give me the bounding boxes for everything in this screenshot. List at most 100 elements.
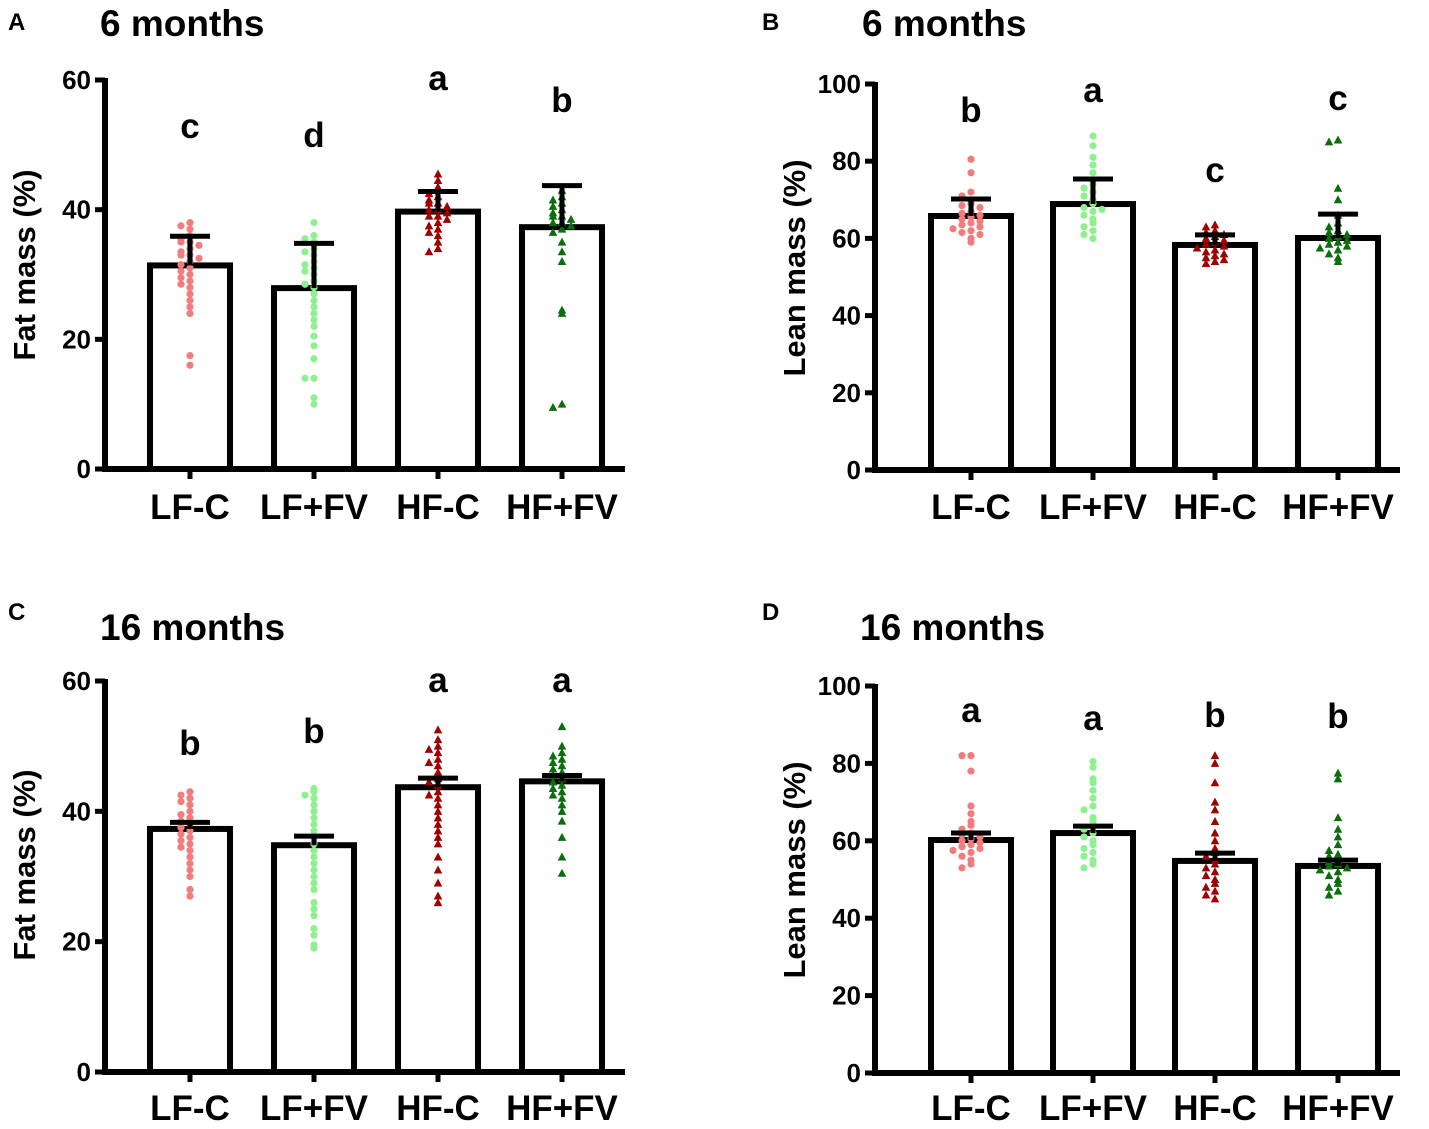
data-point [424,247,434,256]
data-point [1342,235,1352,244]
data-point [310,872,318,881]
data-point [433,826,443,835]
data-point [548,757,558,766]
data-point [1324,137,1334,146]
data-point [1333,813,1343,822]
data-point [186,794,194,802]
y-tick-label: 60 [832,826,861,856]
significance-letter: a [1083,699,1103,738]
data-point [548,751,558,760]
data-point [433,754,443,763]
data-point [1210,828,1220,837]
data-point [177,261,185,269]
data-point [1333,768,1343,777]
data-point [310,853,318,861]
data-point [1210,886,1220,895]
data-point [186,853,194,861]
data-point [1201,233,1211,242]
data-point [557,399,567,408]
data-point [1333,840,1343,849]
data-point [958,843,966,851]
data-point [1210,251,1220,260]
data-point [1098,205,1106,214]
data-point [1324,249,1334,258]
y-tick-label: 0 [847,455,861,485]
x-tick-label: HF+FV [1282,488,1394,527]
data-point [195,254,203,262]
significance-letter: c [1205,151,1224,190]
data-point [195,241,203,249]
data-point [433,793,443,802]
data-point [976,217,984,225]
data-point [548,764,558,773]
data-point [1324,871,1334,880]
data-point [1080,230,1088,239]
data-point [548,218,558,227]
data-point [1080,844,1088,853]
x-tick-label: HF-C [1173,488,1257,527]
data-point [557,868,567,877]
y-tick-label: 20 [832,378,861,408]
data-point [301,280,309,288]
data-point [433,748,443,757]
data-point [186,866,194,874]
data-point [177,837,185,845]
data-point [557,247,567,256]
data-point [301,248,309,256]
data-point [186,309,194,317]
bar-lf-c [928,837,1014,1076]
significance-letter: b [1204,696,1225,735]
data-point [1080,864,1088,872]
data-point [967,219,975,227]
significance-letter: a [961,691,981,730]
bar-lf-plus-fv [1050,201,1136,474]
data-point [976,211,984,219]
x-tick-label: LF+FV [260,1089,369,1128]
data-point [557,806,567,815]
data-point [1201,882,1211,891]
data-point [186,833,194,842]
data-point [186,846,194,855]
data-point [310,912,318,920]
data-point [1333,849,1343,858]
data-point [433,175,443,184]
data-point [310,925,318,933]
y-tick-label: 100 [818,671,861,701]
significance-letter: a [552,661,572,700]
panel-label: D [762,599,779,626]
data-point [1210,245,1220,254]
data-point [967,848,975,857]
x-tick-label: HF-C [396,1089,480,1128]
data-point [1210,878,1220,887]
data-point [548,201,558,210]
data-point [1333,195,1343,204]
data-point [557,308,567,317]
data-point [301,261,309,269]
data-point [1089,219,1097,227]
data-point [177,791,185,799]
significance-letter: b [551,81,572,120]
data-point [1333,878,1343,887]
data-point [548,211,558,220]
data-point [1089,794,1097,802]
data-point [310,296,318,305]
data-point [433,865,443,874]
data-point [186,290,194,298]
data-point [433,211,443,220]
bar-hf-plus-fv [519,224,605,472]
data-point [433,819,443,828]
data-point [186,788,194,796]
x-tick-label: HF-C [396,488,480,527]
data-point [557,780,567,789]
data-point [1080,833,1088,841]
data-point [557,832,567,841]
data-point [424,777,434,786]
x-tick-label: HF-C [1173,1089,1257,1128]
data-point [177,824,185,832]
data-point [1324,861,1334,870]
data-point [1333,824,1343,833]
data-point [301,791,309,799]
data-point [1201,247,1211,256]
data-point [1210,226,1220,235]
data-point [967,188,975,196]
